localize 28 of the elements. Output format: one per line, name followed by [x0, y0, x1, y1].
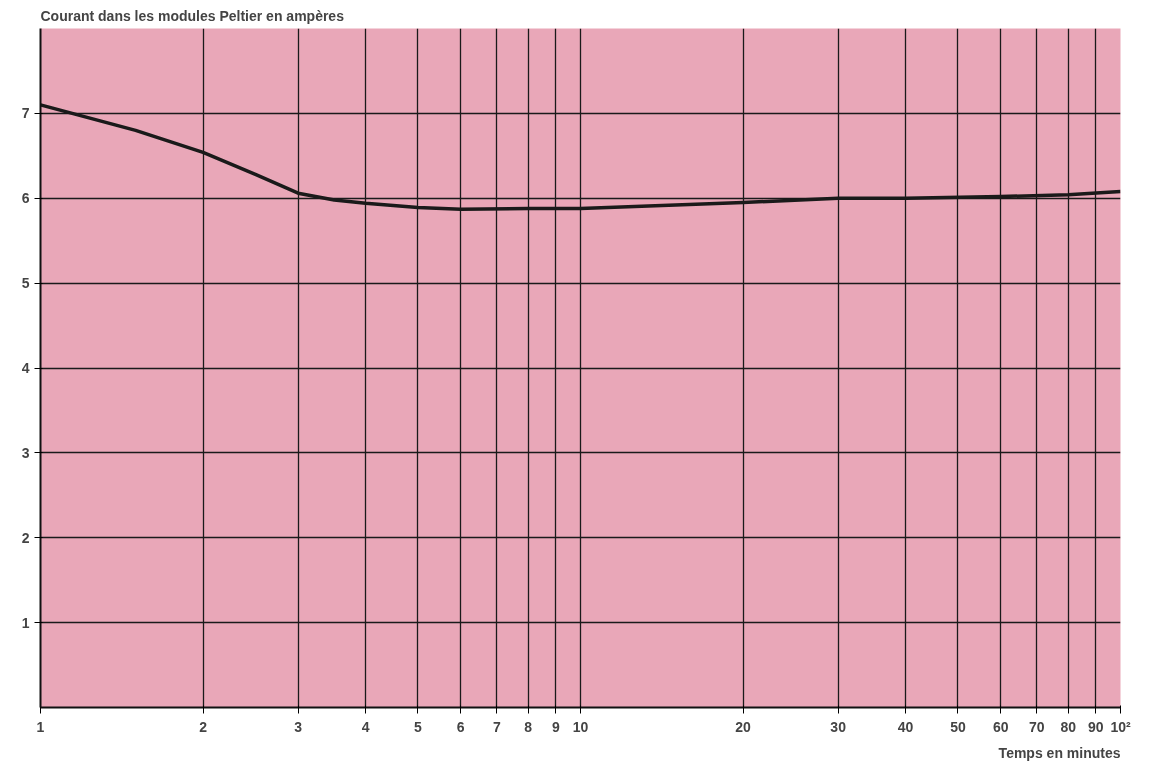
x-tick-label: 5	[414, 718, 423, 735]
x-axis-title: Temps en minutes	[998, 744, 1121, 761]
x-tick-label: 60	[992, 718, 1009, 735]
x-tick-label: 3	[294, 718, 303, 735]
x-tick-label: 4	[361, 718, 370, 735]
x-tick-label: 80	[1060, 718, 1077, 735]
y-tick-label: 6	[21, 190, 30, 207]
x-tick-label: 20	[735, 718, 752, 735]
x-tick-label: 7	[492, 718, 501, 735]
x-tick-label: 70	[1029, 718, 1045, 735]
x-tick-label: 8	[524, 718, 533, 735]
x-tick-label: 40	[897, 718, 914, 735]
x-tick-label: 9	[551, 718, 560, 735]
y-tick-label: 1	[21, 614, 30, 631]
y-tick-label: 7	[21, 105, 30, 122]
x-tick-label: 50	[950, 718, 966, 735]
x-tick-label: 1	[36, 718, 45, 735]
y-tick-label: 5	[21, 275, 30, 292]
y-axis-title: Courant dans les modules Peltier en ampères	[40, 7, 345, 24]
x-tick-label: 90	[1088, 718, 1104, 735]
y-tick-label: 2	[21, 529, 30, 546]
x-tick-label: 10²	[1110, 718, 1131, 735]
x-tick-label: 10	[572, 718, 589, 735]
x-tick-label: 2	[199, 718, 208, 735]
x-tick-label: 30	[830, 718, 847, 735]
x-tick-label: 6	[456, 718, 465, 735]
y-tick-label: 3	[21, 444, 30, 461]
y-tick-label: 4	[21, 360, 30, 376]
